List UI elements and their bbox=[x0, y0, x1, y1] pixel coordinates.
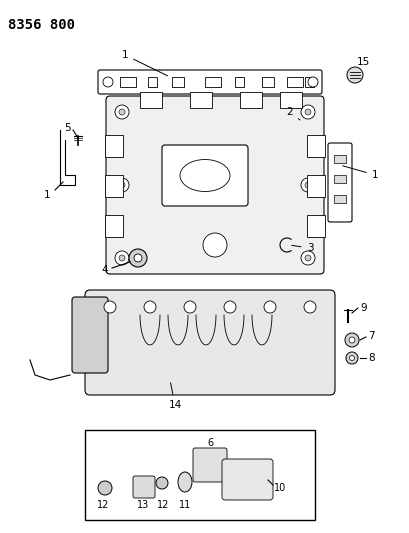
FancyBboxPatch shape bbox=[106, 96, 323, 274]
Circle shape bbox=[115, 105, 129, 119]
Bar bbox=[333, 175, 345, 183]
Text: 3: 3 bbox=[291, 243, 312, 253]
Text: 10: 10 bbox=[273, 483, 285, 493]
Bar bbox=[120, 77, 136, 87]
Circle shape bbox=[202, 233, 227, 257]
Circle shape bbox=[303, 301, 315, 313]
Circle shape bbox=[104, 301, 116, 313]
FancyBboxPatch shape bbox=[72, 297, 108, 373]
Text: 6: 6 bbox=[207, 438, 213, 448]
Circle shape bbox=[184, 301, 196, 313]
Bar bbox=[189, 92, 211, 108]
Text: 11: 11 bbox=[178, 500, 191, 510]
Circle shape bbox=[263, 301, 275, 313]
Bar bbox=[286, 77, 302, 87]
Circle shape bbox=[304, 109, 310, 115]
Circle shape bbox=[348, 356, 354, 360]
Bar bbox=[139, 92, 162, 108]
Circle shape bbox=[103, 77, 113, 87]
Text: 14: 14 bbox=[168, 383, 181, 410]
Circle shape bbox=[307, 77, 317, 87]
Bar bbox=[105, 215, 123, 237]
Text: 1: 1 bbox=[44, 190, 50, 200]
Text: 12: 12 bbox=[156, 500, 169, 510]
Text: 2: 2 bbox=[286, 107, 299, 120]
Bar bbox=[306, 215, 324, 237]
Bar bbox=[239, 92, 261, 108]
Text: 12: 12 bbox=[97, 500, 109, 510]
Circle shape bbox=[134, 254, 142, 262]
Circle shape bbox=[304, 182, 310, 188]
Circle shape bbox=[304, 255, 310, 261]
Text: 7: 7 bbox=[367, 331, 374, 341]
Circle shape bbox=[345, 352, 357, 364]
Bar bbox=[261, 77, 273, 87]
Circle shape bbox=[348, 337, 354, 343]
Circle shape bbox=[300, 105, 314, 119]
FancyBboxPatch shape bbox=[98, 70, 321, 94]
Bar bbox=[204, 77, 220, 87]
Circle shape bbox=[300, 251, 314, 265]
FancyBboxPatch shape bbox=[193, 448, 227, 482]
Bar bbox=[306, 135, 324, 157]
Bar bbox=[333, 195, 345, 203]
Circle shape bbox=[344, 333, 358, 347]
Bar bbox=[306, 175, 324, 197]
Text: 15: 15 bbox=[355, 57, 369, 67]
Circle shape bbox=[119, 255, 125, 261]
Text: 13: 13 bbox=[137, 500, 149, 510]
Ellipse shape bbox=[178, 472, 191, 492]
Circle shape bbox=[300, 178, 314, 192]
Bar bbox=[333, 155, 345, 163]
Bar bbox=[105, 175, 123, 197]
Circle shape bbox=[119, 109, 125, 115]
FancyBboxPatch shape bbox=[327, 143, 351, 222]
Circle shape bbox=[223, 301, 236, 313]
FancyBboxPatch shape bbox=[133, 476, 155, 498]
Circle shape bbox=[155, 477, 168, 489]
Circle shape bbox=[346, 67, 362, 83]
Circle shape bbox=[144, 301, 155, 313]
Bar bbox=[148, 77, 157, 87]
Bar bbox=[172, 77, 184, 87]
FancyBboxPatch shape bbox=[221, 459, 272, 500]
Circle shape bbox=[129, 249, 147, 267]
Text: 5: 5 bbox=[65, 123, 71, 133]
Text: 9: 9 bbox=[359, 303, 366, 313]
Circle shape bbox=[98, 481, 112, 495]
Bar bbox=[85, 430, 314, 520]
Text: 1: 1 bbox=[342, 166, 378, 180]
Text: 1: 1 bbox=[121, 50, 167, 76]
Text: 8356 800: 8356 800 bbox=[8, 18, 75, 32]
Bar bbox=[279, 92, 301, 108]
Bar bbox=[234, 77, 243, 87]
Circle shape bbox=[115, 178, 129, 192]
FancyBboxPatch shape bbox=[85, 290, 334, 395]
Bar bbox=[105, 135, 123, 157]
FancyBboxPatch shape bbox=[162, 145, 247, 206]
Circle shape bbox=[115, 251, 129, 265]
Text: 4: 4 bbox=[101, 265, 108, 275]
Bar bbox=[304, 77, 313, 87]
Text: 8: 8 bbox=[367, 353, 374, 363]
Ellipse shape bbox=[180, 159, 229, 191]
Circle shape bbox=[119, 182, 125, 188]
